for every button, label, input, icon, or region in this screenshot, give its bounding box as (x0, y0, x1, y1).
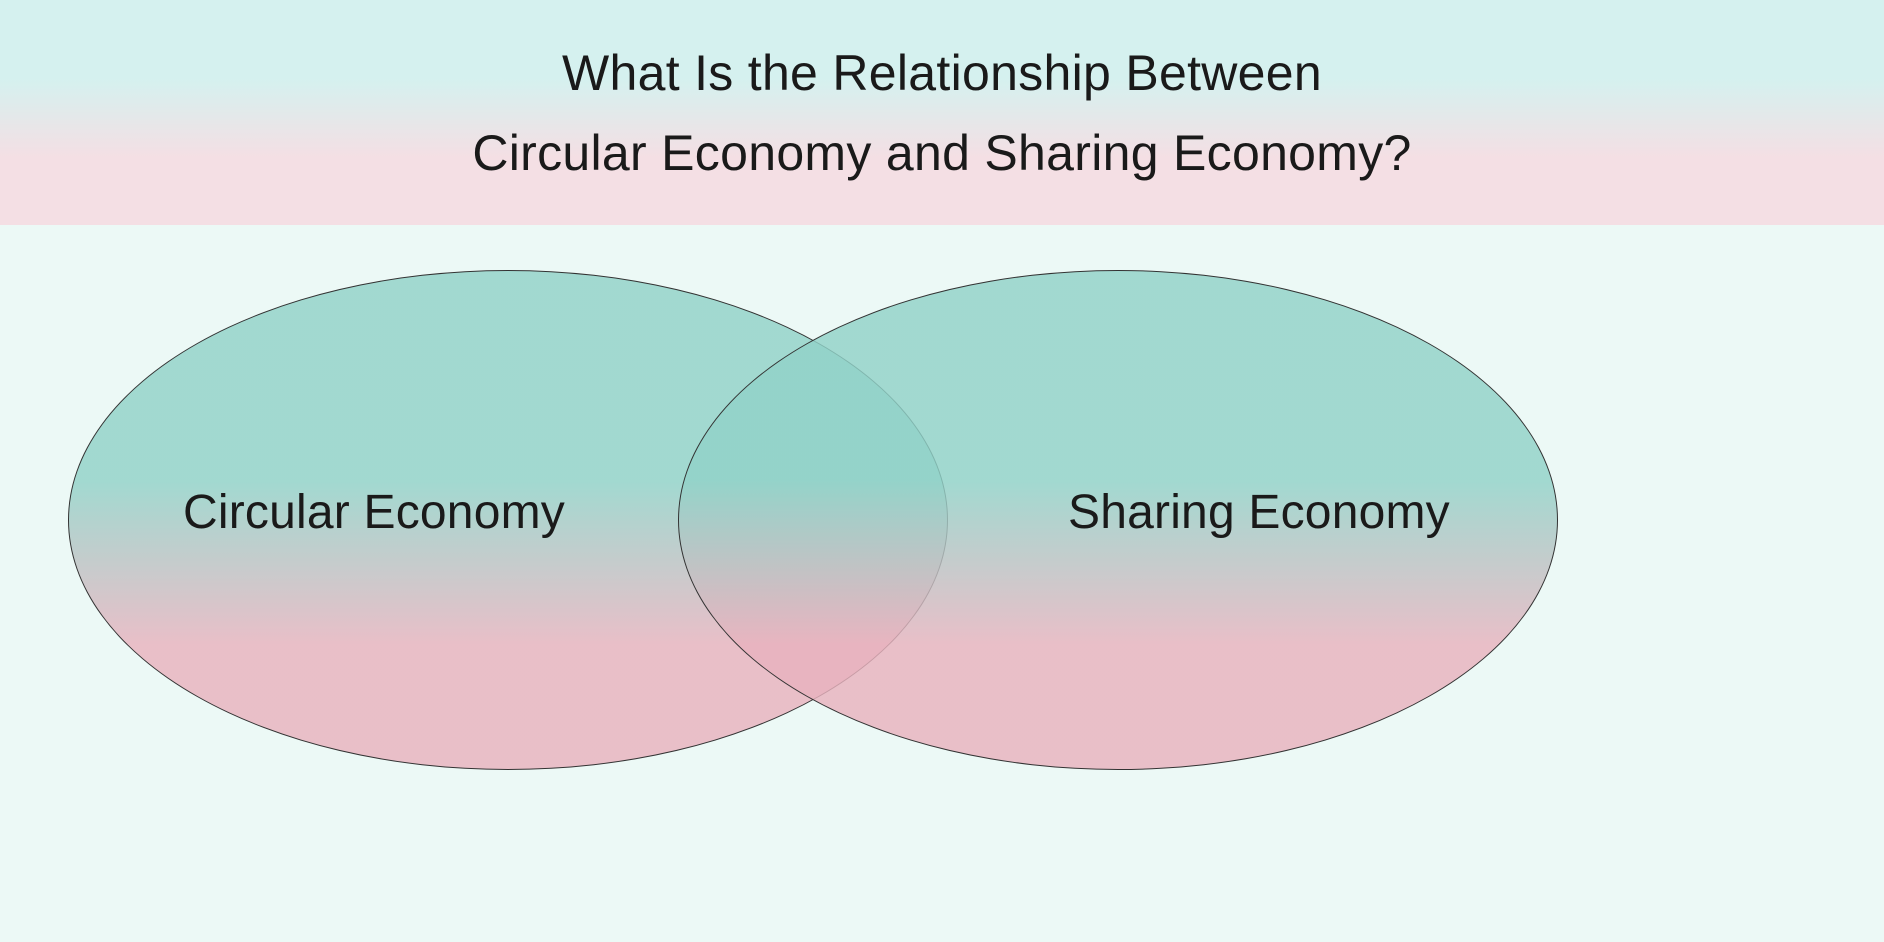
venn-container: Circular Economy Sharing Economy (68, 270, 1816, 810)
venn-label-sharing-economy: Sharing Economy (1068, 485, 1450, 540)
title-line-1: What Is the Relationship Between (562, 33, 1322, 113)
venn-label-circular-economy: Circular Economy (183, 485, 565, 540)
title-line-2: Circular Economy and Sharing Economy? (472, 113, 1411, 193)
header-section: What Is the Relationship Between Circula… (0, 0, 1884, 225)
venn-diagram-section: Circular Economy Sharing Economy (0, 225, 1884, 942)
